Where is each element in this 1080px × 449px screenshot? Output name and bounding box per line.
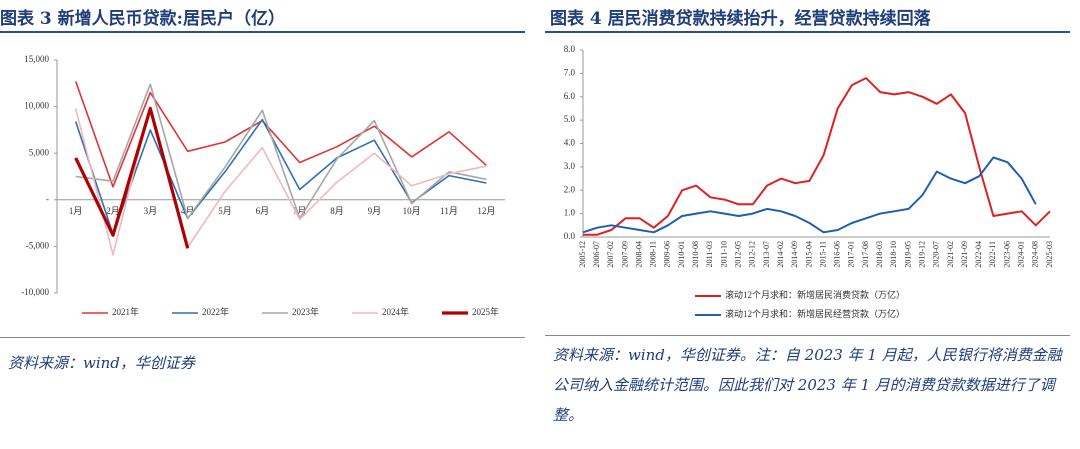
x-tick-label: 9月 (368, 206, 382, 216)
y-tick-label: 6.0 (564, 91, 576, 101)
x-tick-label: 5月 (218, 206, 232, 216)
legend-label: 2022年 (202, 306, 229, 317)
y-tick-label: 5,000 (29, 147, 50, 157)
x-tick-label: 2010-08 (691, 241, 700, 268)
y-tick-label: 2.0 (564, 184, 576, 194)
x-tick-label: 2013-07 (762, 241, 771, 268)
panel-right: 图表 4 居民消费贷款持续抬升，经营贷款持续回落 0.0 1.0 2.0 3.0 4.0… (545, 0, 1080, 449)
panel-left: 图表 3 新增人民币贷款:居民户（亿） -10,000 -5,000-5,000 1… (0, 0, 530, 449)
x-tick-label: 2023-06 (1002, 241, 1011, 268)
y-tick-label: 7.0 (564, 67, 576, 77)
y-tick-label: -5,000 (26, 240, 50, 250)
x-tick-label: 2007-02 (606, 241, 615, 268)
x-tick-label: 2005-12 (578, 241, 587, 268)
x-tick-label: 3月 (144, 206, 158, 216)
series-line (74, 81, 487, 188)
x-tick-label: 2021-02 (946, 241, 955, 268)
y-tick-label: 1.0 (564, 208, 576, 218)
chart: 0.0 1.0 2.0 3.0 4.0 5.0 6.0 7.0 8.0 2005-12 2006-0… (564, 44, 1054, 319)
x-tick-label: 2011-03 (705, 241, 714, 267)
x-tick-label: 2017-08 (861, 241, 870, 268)
y-tick-label: 15,000 (24, 54, 49, 64)
series-line (582, 156, 1037, 234)
x-tick-label: 2015-04 (804, 241, 813, 268)
rule (0, 31, 525, 33)
legend-label: 2025年 (472, 306, 499, 317)
x-tick-label: 2018-03 (875, 241, 884, 268)
x-tick-label: 2018-10 (889, 241, 898, 268)
x-tick-label: 2007-09 (620, 241, 629, 268)
series-line (74, 105, 487, 256)
x-tick-label: 2012-12 (748, 241, 757, 268)
x-tick-label: 2008-11 (649, 241, 658, 267)
x-tick-label: 1月 (69, 206, 83, 216)
source-note: 资料来源：wind，华创证券 (8, 354, 195, 372)
rule (545, 335, 1070, 336)
x-tick-label: 2010-01 (677, 241, 686, 268)
x-tick-label: 12月 (477, 206, 495, 216)
figure-title: 图表 4 居民消费贷款持续抬升，经营贷款持续回落 (550, 9, 931, 29)
y-tick-label: 0.0 (564, 231, 576, 241)
x-tick-label: 8月 (330, 206, 344, 216)
y-tick-label: -10,000 (21, 287, 49, 297)
y-tick-label: 8.0 (564, 44, 576, 54)
y-tick-label: 10,000 (24, 101, 49, 111)
x-tick-label: 2024-08 (1031, 241, 1040, 268)
x-tick-label: 2011-10 (719, 241, 728, 267)
x-tick-label: 2019-05 (903, 241, 912, 268)
y-tick-label: - (46, 194, 49, 204)
x-tick-label: 2006-07 (592, 241, 601, 268)
rule (0, 337, 525, 338)
y-tick-label: 4.0 (564, 138, 576, 148)
x-tick-label: 2009-06 (663, 241, 672, 268)
x-tick-label: 2019-12 (917, 241, 926, 268)
y-tick-label: 3.0 (564, 161, 576, 171)
x-tick-label: 2020-07 (932, 241, 941, 268)
x-tick-label: 2024-01 (1017, 241, 1026, 268)
x-tick-label: 2月 (106, 206, 120, 216)
x-tick-label: 2016-06 (833, 241, 842, 268)
x-tick-label: 6月 (256, 206, 270, 216)
x-tick-label: 2014-02 (776, 241, 785, 268)
legend-label: 滚动12个月求和：新增居民消费贷款（万亿） (725, 289, 905, 300)
source-note: 资料来源：wind，华创证券。注：自 2023 年 1 月起，人民银行将消费金融… (553, 346, 1062, 424)
x-tick-label: 7月 (293, 206, 307, 216)
rule (545, 31, 1070, 33)
x-tick-label: 2022-04 (974, 241, 983, 268)
figure-title: 图表 3 新增人民币贷款:居民户（亿） (0, 9, 285, 29)
x-tick-label: 2014-09 (790, 241, 799, 268)
x-tick-label: 2025-03 (1045, 241, 1054, 268)
x-tick-label: 2008-04 (634, 241, 643, 268)
legend-label: 滚动12个月求和：新增居民经营贷款（万亿） (725, 308, 905, 319)
series-line (583, 77, 1051, 236)
x-tick-label: 2017-01 (847, 241, 856, 268)
legend-label: 2023年 (292, 306, 319, 317)
x-tick-label: 2022-11 (988, 241, 997, 267)
x-tick-label: 2012-05 (733, 241, 742, 268)
series-line (74, 118, 487, 236)
x-tick-label: 10月 (403, 206, 421, 216)
legend-label: 2024年 (382, 306, 409, 317)
series-line (75, 83, 487, 220)
x-tick-label: 2015-11 (818, 241, 827, 267)
series-line (74, 106, 190, 249)
x-tick-label: 4月 (181, 206, 195, 216)
legend-label: 2021年 (112, 306, 139, 317)
y-tick-label: 5.0 (564, 114, 576, 124)
x-tick-label: 2021-09 (960, 241, 969, 268)
x-tick-label: 11月 (440, 206, 458, 216)
